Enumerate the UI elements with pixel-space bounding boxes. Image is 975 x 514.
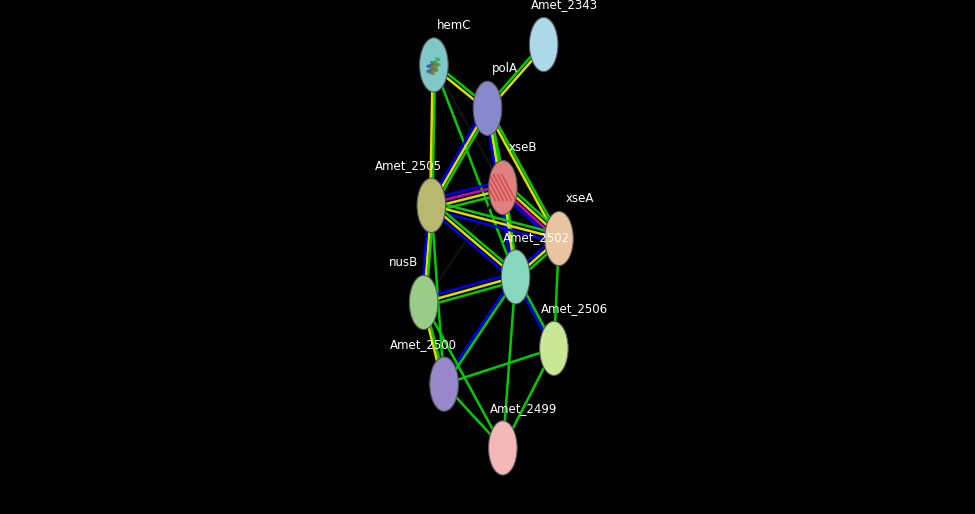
Text: Amet_2502: Amet_2502 [502,231,569,244]
Text: Amet_2500: Amet_2500 [390,338,457,351]
Ellipse shape [473,81,502,136]
Ellipse shape [529,17,558,71]
Text: Amet_2505: Amet_2505 [374,159,442,172]
Text: xseB: xseB [509,141,537,154]
Ellipse shape [430,357,458,411]
Text: xseA: xseA [566,192,594,205]
Ellipse shape [410,276,438,329]
Ellipse shape [539,321,568,376]
Text: Amet_2343: Amet_2343 [530,0,598,11]
Text: polA: polA [492,62,519,75]
Ellipse shape [488,160,517,215]
Text: Amet_2499: Amet_2499 [489,401,557,415]
Ellipse shape [419,38,448,92]
Ellipse shape [501,250,529,304]
Ellipse shape [545,211,573,266]
Ellipse shape [417,178,446,232]
Text: nusB: nusB [389,256,418,269]
Text: hemC: hemC [437,19,472,32]
Text: Amet_2506: Amet_2506 [541,302,607,315]
Ellipse shape [488,421,517,475]
